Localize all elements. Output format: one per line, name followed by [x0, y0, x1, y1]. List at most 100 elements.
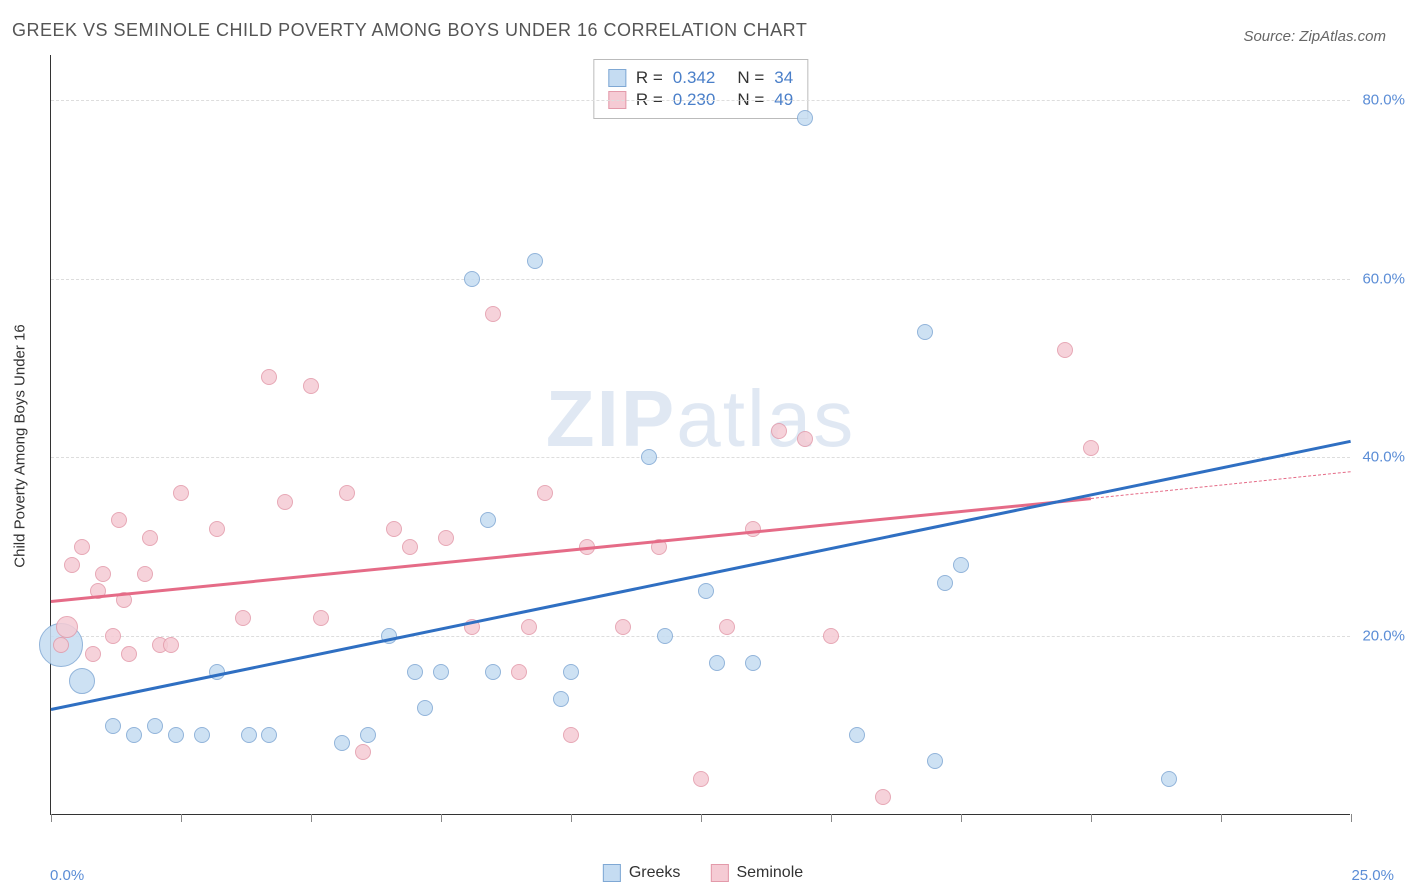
data-point	[745, 655, 761, 671]
data-point	[105, 718, 121, 734]
data-point	[137, 566, 153, 582]
data-point	[438, 530, 454, 546]
data-point	[339, 485, 355, 501]
data-point	[537, 485, 553, 501]
y-tick-label: 60.0%	[1362, 270, 1405, 287]
data-point	[241, 727, 257, 743]
gridline	[51, 457, 1350, 458]
data-point	[261, 727, 277, 743]
stats-box: R = 0.342N = 34R = 0.230N = 49	[593, 59, 808, 119]
data-point	[927, 753, 943, 769]
data-point	[142, 530, 158, 546]
data-point	[402, 539, 418, 555]
gridline	[51, 636, 1350, 637]
x-tick	[1091, 814, 1092, 822]
data-point	[709, 655, 725, 671]
data-point	[953, 557, 969, 573]
data-point	[480, 512, 496, 528]
data-point	[126, 727, 142, 743]
data-point	[521, 619, 537, 635]
data-point	[360, 727, 376, 743]
data-point	[69, 668, 95, 694]
data-point	[553, 691, 569, 707]
swatch	[608, 69, 626, 87]
data-point	[313, 610, 329, 626]
plot-area: ZIPatlas R = 0.342N = 34R = 0.230N = 49 …	[50, 55, 1350, 815]
data-point	[173, 485, 189, 501]
data-point	[485, 664, 501, 680]
data-point	[875, 789, 891, 805]
data-point	[303, 378, 319, 394]
data-point	[194, 727, 210, 743]
data-point	[797, 110, 813, 126]
data-point	[527, 253, 543, 269]
data-point	[56, 616, 78, 638]
chart-title: GREEK VS SEMINOLE CHILD POVERTY AMONG BO…	[12, 20, 807, 41]
trend-line	[51, 498, 1091, 604]
data-point	[334, 735, 350, 751]
data-point	[64, 557, 80, 573]
data-point	[1083, 440, 1099, 456]
data-point	[464, 271, 480, 287]
x-tick	[51, 814, 52, 822]
x-tick	[1221, 814, 1222, 822]
data-point	[386, 521, 402, 537]
swatch	[710, 864, 728, 882]
data-point	[168, 727, 184, 743]
x-min-label: 0.0%	[50, 867, 84, 884]
data-point	[937, 575, 953, 591]
gridline	[51, 100, 1350, 101]
stats-row: R = 0.342N = 34	[608, 68, 793, 88]
x-tick	[571, 814, 572, 822]
stat-n-label: N =	[737, 68, 764, 88]
data-point	[1161, 771, 1177, 787]
x-max-label: 25.0%	[1351, 867, 1394, 884]
data-point	[261, 369, 277, 385]
data-point	[53, 637, 69, 653]
y-tick-label: 40.0%	[1362, 449, 1405, 466]
data-point	[797, 431, 813, 447]
data-point	[823, 628, 839, 644]
data-point	[657, 628, 673, 644]
data-point	[433, 664, 449, 680]
data-point	[771, 423, 787, 439]
x-tick	[311, 814, 312, 822]
stat-n-value: 34	[774, 68, 793, 88]
legend-item: Seminole	[710, 864, 803, 882]
x-tick	[1351, 814, 1352, 822]
legend-label: Seminole	[736, 864, 803, 882]
x-tick	[441, 814, 442, 822]
data-point	[121, 646, 137, 662]
data-point	[111, 512, 127, 528]
data-point	[355, 744, 371, 760]
data-point	[849, 727, 865, 743]
y-tick-label: 80.0%	[1362, 91, 1405, 108]
data-point	[105, 628, 121, 644]
data-point	[209, 521, 225, 537]
legend-label: Greeks	[629, 864, 681, 882]
data-point	[1057, 342, 1073, 358]
data-point	[85, 646, 101, 662]
data-point	[719, 619, 735, 635]
source-label: Source: ZipAtlas.com	[1243, 28, 1386, 45]
data-point	[147, 718, 163, 734]
data-point	[615, 619, 631, 635]
data-point	[563, 727, 579, 743]
correlation-chart: GREEK VS SEMINOLE CHILD POVERTY AMONG BO…	[0, 0, 1406, 892]
data-point	[511, 664, 527, 680]
data-point	[417, 700, 433, 716]
data-point	[917, 324, 933, 340]
data-point	[745, 521, 761, 537]
stat-r-value: 0.342	[673, 68, 716, 88]
swatch	[603, 864, 621, 882]
data-point	[485, 306, 501, 322]
x-tick	[961, 814, 962, 822]
legend: Greeks Seminole	[603, 864, 803, 882]
x-tick	[701, 814, 702, 822]
y-tick-label: 20.0%	[1362, 628, 1405, 645]
data-point	[641, 449, 657, 465]
trend-line	[51, 440, 1352, 711]
data-point	[235, 610, 251, 626]
data-point	[163, 637, 179, 653]
data-point	[693, 771, 709, 787]
